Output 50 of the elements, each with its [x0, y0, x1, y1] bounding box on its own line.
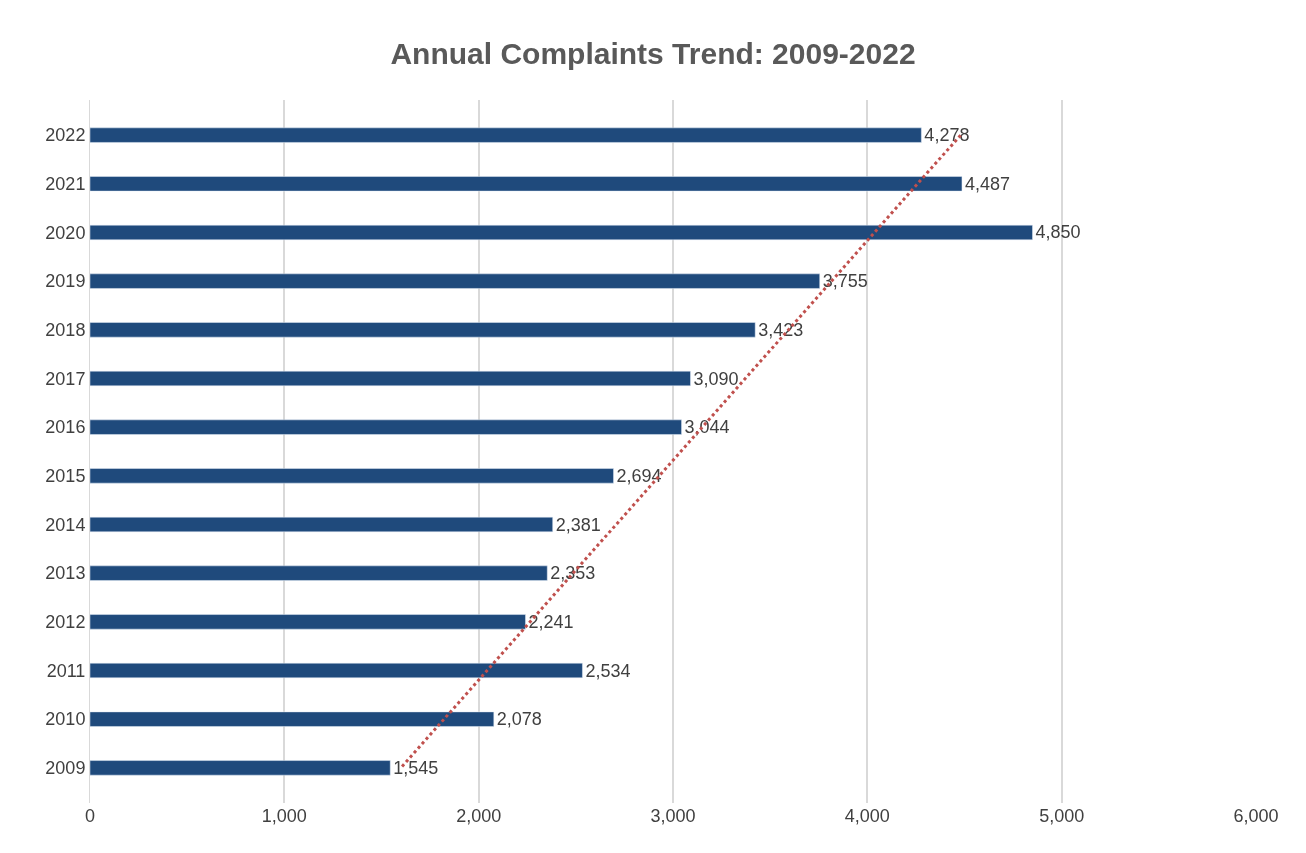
- bar: [90, 711, 495, 727]
- data-label: 4,487: [964, 173, 1011, 194]
- data-label: 3,090: [693, 368, 739, 389]
- x-tick-label: 3,000: [650, 806, 696, 826]
- data-label: 2,241: [528, 611, 574, 632]
- data-label: 4,850: [1035, 222, 1081, 243]
- y-tick-label: 2013: [45, 563, 86, 584]
- chart-title: Annual Complaints Trend: 2009-2022: [390, 36, 916, 70]
- y-tick-label: 2016: [45, 417, 86, 438]
- y-tick-label: 2012: [45, 612, 86, 633]
- bar: [90, 614, 526, 630]
- data-label: 2,694: [616, 465, 662, 486]
- data-label: 2,078: [496, 709, 542, 730]
- data-label: 3,423: [758, 319, 804, 340]
- x-tick-label: 6,000: [1233, 806, 1279, 826]
- y-tick-label: 2019: [45, 271, 86, 292]
- x-tick-label: 4,000: [844, 806, 890, 826]
- y-tick-label: 2009: [45, 758, 86, 779]
- y-tick-label: 2022: [45, 125, 86, 146]
- y-tick-label: 2020: [45, 222, 86, 243]
- bar: [90, 273, 820, 289]
- bar: [90, 468, 614, 484]
- bar: [90, 760, 391, 776]
- data-label: 3,044: [684, 417, 730, 438]
- bar: [90, 322, 756, 338]
- data-label: 2,353: [550, 563, 596, 584]
- bar: [90, 662, 583, 679]
- bar: [90, 127, 922, 143]
- bar: [90, 516, 553, 533]
- data-label: 4,278: [924, 125, 970, 146]
- x-tick-label: 0: [84, 806, 96, 826]
- data-label: 1,545: [393, 757, 439, 778]
- y-tick-label: 2017: [45, 368, 86, 389]
- bar: [90, 370, 691, 387]
- y-tick-label: 2021: [45, 174, 86, 195]
- bar: [90, 224, 1033, 241]
- y-tick-label: 2011: [46, 660, 86, 681]
- bar: [90, 419, 682, 435]
- data-label: 3,755: [822, 271, 868, 292]
- y-tick-label: 2015: [45, 466, 86, 487]
- x-tick-label: 2,000: [456, 806, 502, 826]
- y-tick-label: 2010: [45, 709, 86, 730]
- bar: [90, 565, 548, 581]
- data-label: 2,381: [555, 514, 601, 535]
- data-label: 2,534: [585, 660, 631, 681]
- bar: [90, 176, 963, 192]
- x-tick-label: 1,000: [261, 806, 307, 826]
- y-tick-label: 2018: [45, 320, 86, 341]
- y-tick-label: 2014: [45, 514, 86, 535]
- x-tick-label: 5,000: [1039, 806, 1085, 826]
